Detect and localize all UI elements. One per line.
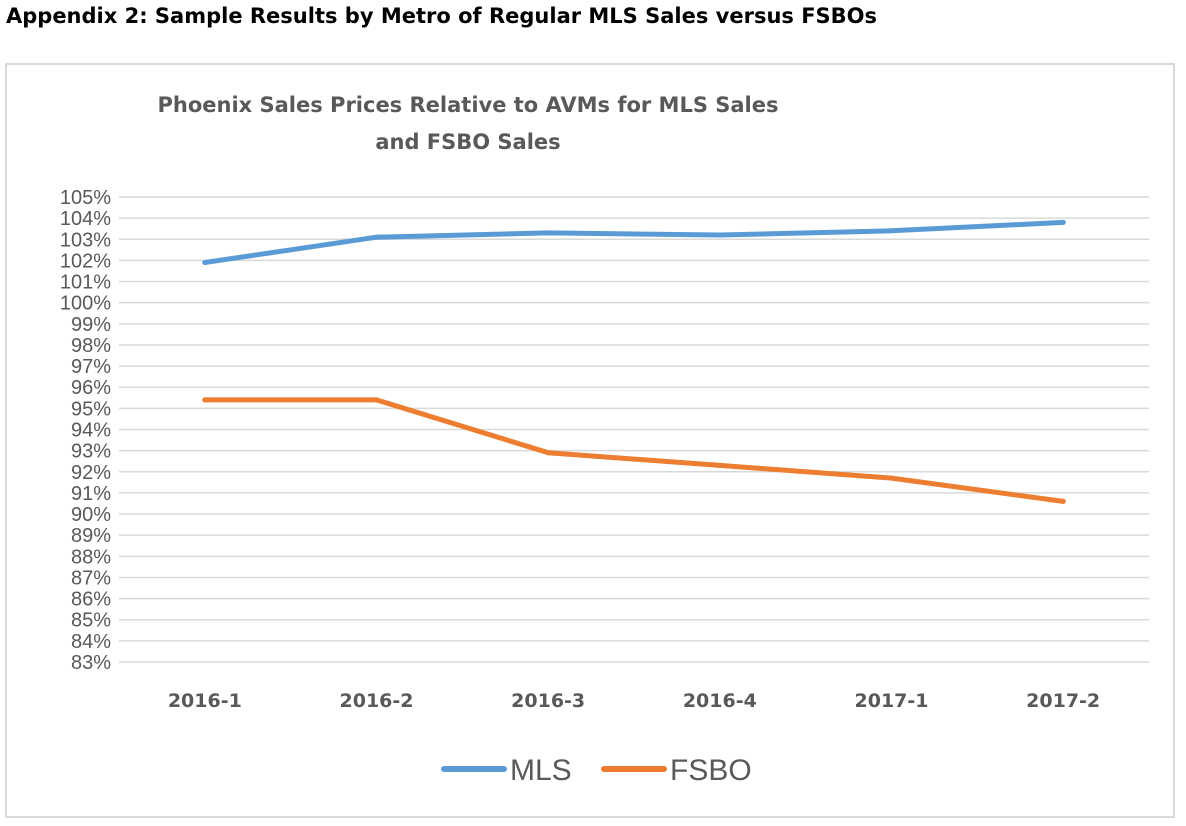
y-tick-label: 104% bbox=[60, 208, 111, 230]
data-point-mls bbox=[202, 260, 208, 266]
y-tick-label: 83% bbox=[71, 652, 111, 674]
legend: MLS FSBO bbox=[441, 754, 752, 787]
x-tick-label: 2017-2 bbox=[1026, 690, 1100, 712]
chart-title: Phoenix Sales Prices Relative to AVMs fo… bbox=[157, 93, 778, 154]
series-line-fsbo bbox=[202, 397, 1066, 504]
y-tick-label: 105% bbox=[60, 187, 111, 209]
legend-label-fsbo: FSBO bbox=[670, 754, 752, 787]
x-tick-label: 2016-1 bbox=[168, 690, 242, 712]
y-tick-label: 98% bbox=[71, 335, 111, 357]
y-tick-label: 101% bbox=[60, 272, 111, 294]
data-point-mls bbox=[889, 228, 894, 234]
data-point-fsbo bbox=[1060, 498, 1066, 504]
data-point-mls bbox=[717, 232, 723, 238]
y-tick-label: 90% bbox=[71, 504, 111, 526]
chart-frame: Phoenix Sales Prices Relative to AVMs fo… bbox=[5, 63, 1175, 818]
data-point-mls bbox=[545, 230, 551, 236]
y-tick-label: 89% bbox=[71, 525, 111, 547]
y-tick-label: 86% bbox=[71, 589, 111, 611]
data-point-fsbo bbox=[374, 397, 379, 403]
y-tick-label: 103% bbox=[60, 229, 111, 251]
chart-title-line: Phoenix Sales Prices Relative to AVMs fo… bbox=[157, 93, 778, 117]
data-point-fsbo bbox=[545, 450, 551, 456]
y-tick-label: 102% bbox=[60, 250, 111, 272]
y-tick-label: 100% bbox=[60, 293, 111, 315]
line-chart: Phoenix Sales Prices Relative to AVMs fo… bbox=[60, 93, 1149, 787]
data-point-mls bbox=[374, 234, 379, 240]
data-point-fsbo bbox=[717, 462, 723, 468]
x-tick-label: 2017-1 bbox=[855, 690, 929, 712]
series-lines bbox=[202, 219, 1066, 504]
y-tick-label: 91% bbox=[71, 483, 111, 505]
data-point-mls bbox=[1060, 219, 1066, 225]
chart-title-line: and FSBO Sales bbox=[375, 130, 560, 154]
gridlines bbox=[119, 196, 1149, 663]
y-tick-label: 94% bbox=[71, 420, 111, 442]
y-tick-label: 96% bbox=[71, 377, 111, 399]
y-tick-label: 88% bbox=[71, 546, 111, 568]
x-axis-ticks: 2016-1 2016-2 2016-3 2016-4 2017-1 2017-2 bbox=[168, 690, 1100, 712]
x-tick-label: 2016-3 bbox=[511, 690, 585, 712]
x-tick-label: 2016-2 bbox=[340, 690, 414, 712]
y-tick-label: 92% bbox=[71, 462, 111, 484]
page-heading: Appendix 2: Sample Results by Metro of R… bbox=[6, 4, 878, 28]
series-line-mls bbox=[202, 219, 1066, 265]
x-tick-label: 2016-4 bbox=[683, 690, 757, 712]
data-point-fsbo bbox=[889, 475, 894, 481]
y-tick-label: 84% bbox=[71, 631, 111, 653]
data-point-fsbo bbox=[202, 397, 208, 403]
y-tick-label: 97% bbox=[71, 356, 111, 378]
y-tick-label: 87% bbox=[71, 567, 111, 589]
y-tick-label: 95% bbox=[71, 398, 111, 420]
legend-label-mls: MLS bbox=[510, 754, 572, 787]
y-tick-label: 99% bbox=[71, 314, 111, 336]
y-axis-ticks: 83%84%85%86%87%88%89%90%91%92%93%94%95%9… bbox=[60, 187, 111, 674]
y-tick-label: 85% bbox=[71, 610, 111, 632]
y-tick-label: 93% bbox=[71, 441, 111, 463]
